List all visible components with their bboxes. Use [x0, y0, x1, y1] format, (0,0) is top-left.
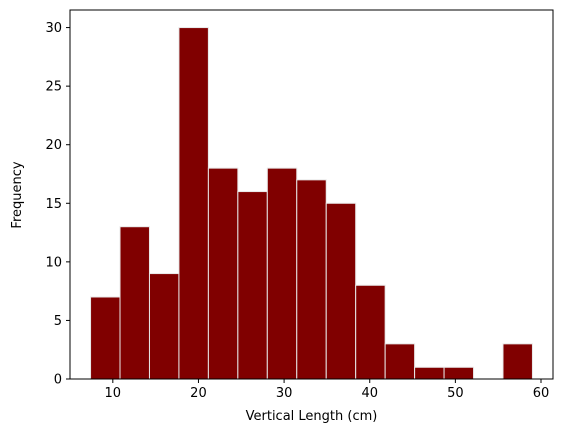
x-tick-label: 60: [533, 386, 550, 401]
x-tick-label: 30: [276, 386, 293, 401]
histogram-bar: [443, 366, 475, 380]
histogram-bar: [355, 284, 386, 380]
y-tick-label: 20: [45, 138, 62, 153]
histogram-bar: [384, 343, 416, 380]
y-tick-label: 10: [45, 255, 62, 270]
bars-group: [90, 27, 533, 380]
y-tick-label: 15: [45, 197, 62, 212]
y-tick-label: 5: [54, 314, 62, 329]
histogram-bar: [119, 226, 150, 380]
x-ticks: 10 20 30 40 50 60: [105, 379, 550, 401]
x-axis-label: Vertical Length (cm): [246, 409, 378, 424]
x-tick-label: 20: [190, 386, 207, 401]
x-tick-label: 10: [105, 386, 122, 401]
histogram-bar: [90, 296, 121, 380]
histogram-bar: [148, 273, 180, 380]
y-tick-label: 30: [45, 21, 62, 36]
y-axis-label: Frequency: [10, 161, 25, 228]
histogram-bar: [178, 27, 209, 380]
y-tick-label: 0: [54, 373, 62, 388]
histogram-bar: [502, 343, 533, 380]
y-tick-label: 25: [45, 80, 62, 95]
x-tick-label: 40: [361, 386, 378, 401]
histogram-bar: [414, 366, 445, 380]
plot-frame: [69, 9, 554, 380]
histogram-bar: [296, 179, 327, 380]
histogram-bar: [266, 167, 298, 380]
histogram-bar: [237, 191, 268, 380]
histogram-bar: [325, 202, 357, 380]
y-ticks: 0 5 10 15 20 25 30: [45, 21, 70, 388]
histogram-bar: [207, 167, 239, 380]
x-tick-label: 50: [447, 386, 464, 401]
